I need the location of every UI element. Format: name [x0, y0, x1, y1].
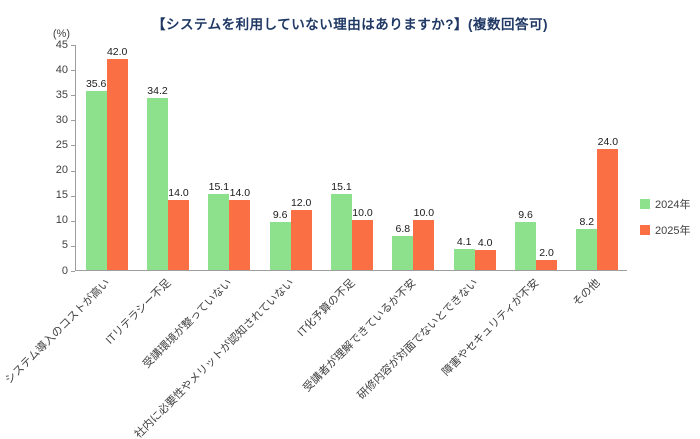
bar-2025年-3	[290, 209, 312, 270]
y-axis-tick-mark	[71, 120, 75, 122]
bar-value-label: 2.0	[539, 246, 554, 259]
bar-2024年-5	[392, 235, 414, 270]
bar-value-label: 14.0	[168, 186, 189, 199]
bar-value-label: 42.0	[106, 46, 128, 59]
legend-swatch	[640, 225, 650, 235]
bar-2024年-4	[331, 194, 352, 270]
legend-label: 2025年	[655, 225, 691, 237]
y-axis-tick-label: 40	[55, 63, 68, 76]
bar-2025年-2	[229, 199, 251, 270]
bar-2024年-3	[269, 221, 291, 270]
bar-2025年-8	[597, 149, 619, 270]
y-axis-tick-label: 30	[55, 113, 68, 126]
legend-item: 2024年	[640, 196, 690, 212]
bar-2025年-6	[474, 249, 496, 270]
plot-area: 35.6 42.0 34.2 14.0 15.1 14.0 9.6 12.0 15.1 10.0 6…	[75, 45, 627, 271]
bar-value-label: 14.0	[229, 186, 251, 199]
bar-value-label: 4.0	[477, 236, 493, 249]
legend: 2024年 2025年	[640, 196, 690, 248]
bar-value-label: 10.0	[352, 206, 373, 219]
y-axis-tick-label: 10	[55, 214, 68, 227]
y-axis-tick-label: 45	[55, 38, 68, 51]
legend-item: 2025年	[640, 222, 690, 238]
bar-value-label: 15.1	[331, 181, 352, 194]
bar-value-label: 8.2	[579, 215, 595, 228]
y-axis-tick-label: 20	[55, 164, 68, 177]
bar-2025年-0	[106, 59, 128, 270]
bar-2024年-2	[208, 194, 230, 270]
bar-2025年-5	[413, 219, 435, 270]
chart-title: 【システムを利用していない理由はありますか?】(複数回答可)	[152, 17, 548, 32]
legend-label: 2024年	[655, 199, 691, 211]
y-axis-tick-label: 5	[61, 239, 68, 252]
bar-2024年-1	[147, 98, 168, 270]
bar-value-label: 9.6	[518, 208, 533, 221]
bar-2024年-7	[515, 221, 536, 270]
bar-2025年-4	[352, 219, 373, 270]
y-axis-tick-mark	[71, 145, 75, 147]
bar-value-label: 6.8	[395, 222, 411, 235]
bar-2024年-8	[576, 228, 598, 270]
y-axis-tick-mark	[71, 195, 75, 197]
legend-swatch	[640, 199, 650, 209]
bar-value-label: 10.0	[413, 206, 435, 219]
bar-value-label: 15.1	[208, 181, 230, 194]
bar-value-label: 24.0	[597, 136, 619, 149]
bar-value-label: 9.6	[272, 208, 288, 221]
y-axis-tick-mark	[71, 245, 75, 247]
y-axis-tick-mark	[71, 45, 75, 46]
y-axis-tick-label: 25	[55, 138, 68, 151]
y-axis-tick-mark	[71, 170, 75, 172]
bar-2024年-6	[453, 249, 475, 270]
bar-value-label: 34.2	[147, 85, 168, 98]
bar-2025年-1	[168, 199, 189, 270]
y-axis-unit-label: (%)	[52, 28, 70, 40]
y-axis-tick-mark	[71, 95, 75, 97]
bar-value-label: 35.6	[85, 78, 107, 91]
y-axis-tick-label: 0	[61, 264, 68, 277]
y-axis-tick-mark	[71, 70, 75, 72]
y-axis-tick-label: 15	[55, 189, 68, 202]
bar-2025年-7	[536, 259, 557, 270]
bar-value-label: 12.0	[290, 196, 312, 209]
bar-value-label: 4.1	[456, 236, 472, 249]
y-axis-tick-mark	[71, 271, 75, 272]
bar-2024年-0	[85, 91, 107, 270]
y-axis-tick-label: 35	[55, 88, 68, 101]
y-axis-tick-mark	[71, 220, 75, 222]
